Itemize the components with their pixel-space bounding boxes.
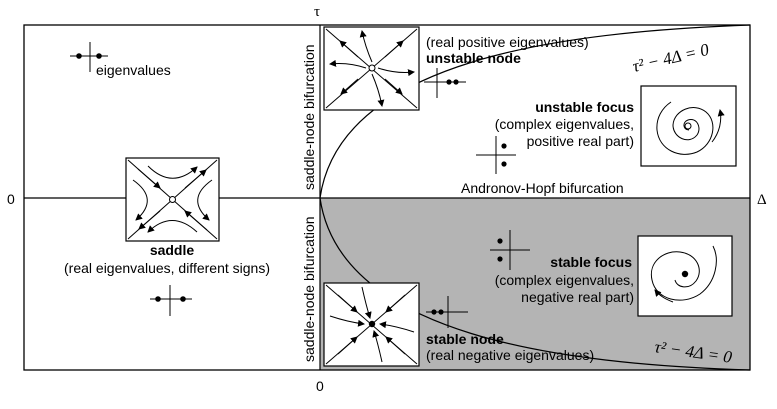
stable-node-eigenvalue-icon [426, 296, 468, 328]
parabola-curve [319, 24, 751, 371]
zero-left-label: 0 [7, 191, 15, 207]
unstable-node-title: unstable node [426, 50, 521, 66]
eigenvalues-label: eigenvalues [96, 62, 171, 78]
saddle-title: saddle [150, 242, 195, 258]
unstable-focus-title: unstable focus [535, 99, 634, 115]
stable-node-description: (real negative eigenvalues) [426, 347, 594, 363]
stable-focus-desc-line2: negative real part) [521, 289, 634, 305]
stable-focus-phase-portrait-icon [637, 235, 733, 317]
stable-node-phase-portrait-icon [323, 282, 420, 367]
unstable-focus-eigenvalue-icon [476, 136, 516, 174]
unstable-node-phase-portrait-icon [323, 26, 420, 111]
hopf-bifurcation-label: Andronov-Hopf bifurcation [461, 180, 624, 196]
stable-node-title: stable node [426, 331, 504, 347]
unstable-focus-phase-portrait-icon [640, 85, 737, 167]
unstable-focus-desc-line1: (complex eigenvalues, [495, 116, 634, 132]
zero-bottom-label: 0 [316, 378, 324, 394]
stable-focus-eigenvalue-icon [490, 230, 530, 270]
stable-focus-desc-line1: (complex eigenvalues, [495, 272, 634, 288]
upper-curve-label: τ² − 4Δ = 0 [631, 40, 712, 76]
eigenvalue-plane-icon [70, 42, 108, 72]
unstable-node-description: (real positive eigenvalues) [426, 34, 589, 50]
saddle-eigenvalue-icon [150, 285, 192, 316]
stable-focus-title: stable focus [550, 254, 632, 270]
tau-axis-label: τ [314, 4, 320, 20]
saddle-description: (real eigenvalues, different signs) [64, 260, 270, 276]
delta-axis-label: Δ [757, 192, 767, 208]
saddle-node-upper-label: saddle-node bifurcation [301, 44, 317, 190]
saddle-node-lower-label: saddle-node bifurcation [301, 216, 317, 362]
unstable-focus-desc-line2: positive real part) [527, 133, 634, 149]
saddle-phase-portrait-icon [125, 157, 220, 242]
unstable-node-eigenvalue-icon [424, 68, 466, 98]
